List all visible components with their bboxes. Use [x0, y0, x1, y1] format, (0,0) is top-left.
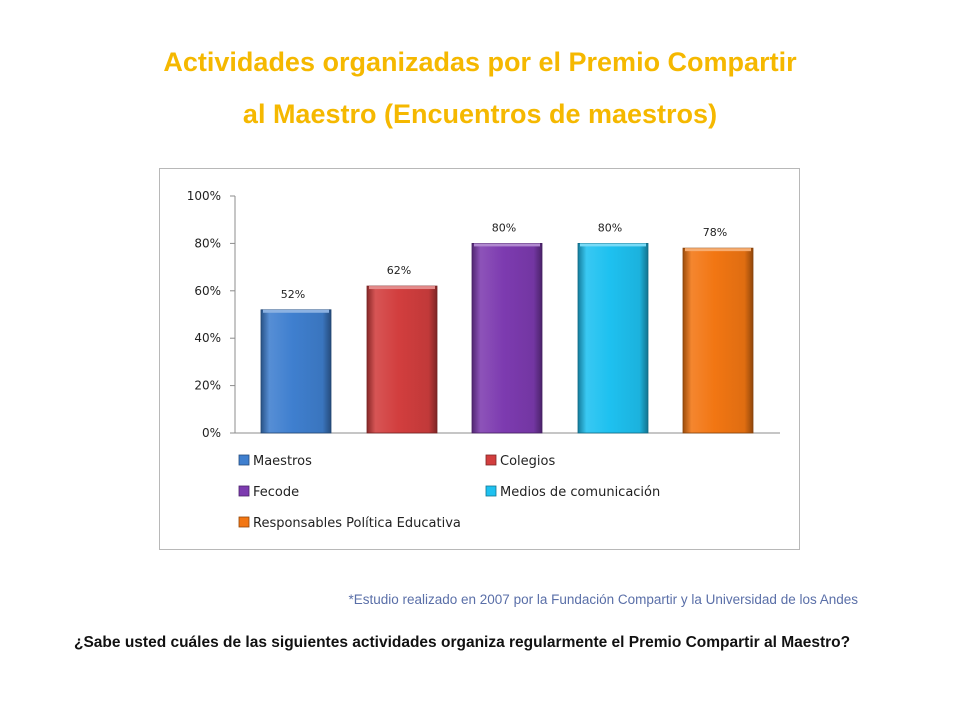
chart-title: Actividades organizadas por el Premio Co…: [0, 36, 960, 140]
y-tick-label: 0%: [202, 426, 221, 440]
footnote: *Estudio realizado en 2007 por la Fundac…: [348, 592, 858, 607]
legend-label: Medios de comunicación: [500, 485, 660, 500]
legend-swatch: [485, 454, 497, 466]
legend: Maestros Colegios Fecode Medios de comunica…: [238, 454, 660, 531]
bar-top-highlight: [369, 286, 435, 290]
bars: [260, 243, 754, 434]
bar-top-highlight: [580, 243, 646, 247]
data-label: 62%: [387, 264, 411, 277]
legend-label: Colegios: [500, 454, 555, 469]
title-line-1: Actividades organizadas por el Premio Co…: [163, 47, 797, 77]
y-tick-label: 20%: [194, 379, 221, 393]
data-label: 80%: [598, 221, 622, 234]
legend-label: Fecode: [253, 485, 299, 500]
legend-swatch: [238, 454, 250, 466]
legend-swatch: [238, 485, 250, 497]
legend-label: Maestros: [253, 454, 312, 469]
chart-area: 0% 20% 40% 60% 80% 100% 52% 62% 80% 80% 78% Maest…: [159, 168, 800, 550]
bar-top-highlight: [263, 309, 329, 313]
bar: [682, 247, 754, 434]
title-line-2: al Maestro (Encuentros de maestros): [242, 99, 718, 129]
data-labels: 52% 62% 80% 80% 78%: [281, 221, 727, 300]
bar-top-highlight: [474, 243, 540, 247]
survey-question: ¿Sabe usted cuáles de las siguientes act…: [74, 634, 851, 651]
data-label: 78%: [703, 226, 727, 239]
bar: [577, 243, 649, 434]
y-tick-label: 40%: [194, 331, 221, 345]
bar: [260, 309, 332, 434]
y-tick-label: 100%: [187, 189, 221, 203]
legend-swatch: [238, 516, 250, 528]
bar: [471, 243, 543, 434]
legend-label: Responsables Política Educativa: [253, 516, 461, 531]
legend-swatch: [485, 485, 497, 497]
bar-chart: 0% 20% 40% 60% 80% 100% 52% 62% 80% 80% 78% Maest…: [187, 189, 780, 531]
bar: [366, 285, 438, 434]
y-tick-label: 60%: [194, 284, 221, 298]
data-label: 52%: [281, 288, 305, 301]
data-label: 80%: [492, 221, 516, 234]
y-tick-label: 80%: [194, 236, 221, 250]
bar-top-highlight: [685, 248, 751, 252]
